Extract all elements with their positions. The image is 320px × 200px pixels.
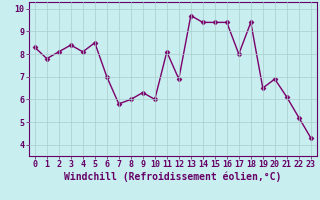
X-axis label: Windchill (Refroidissement éolien,°C): Windchill (Refroidissement éolien,°C) <box>64 172 282 182</box>
